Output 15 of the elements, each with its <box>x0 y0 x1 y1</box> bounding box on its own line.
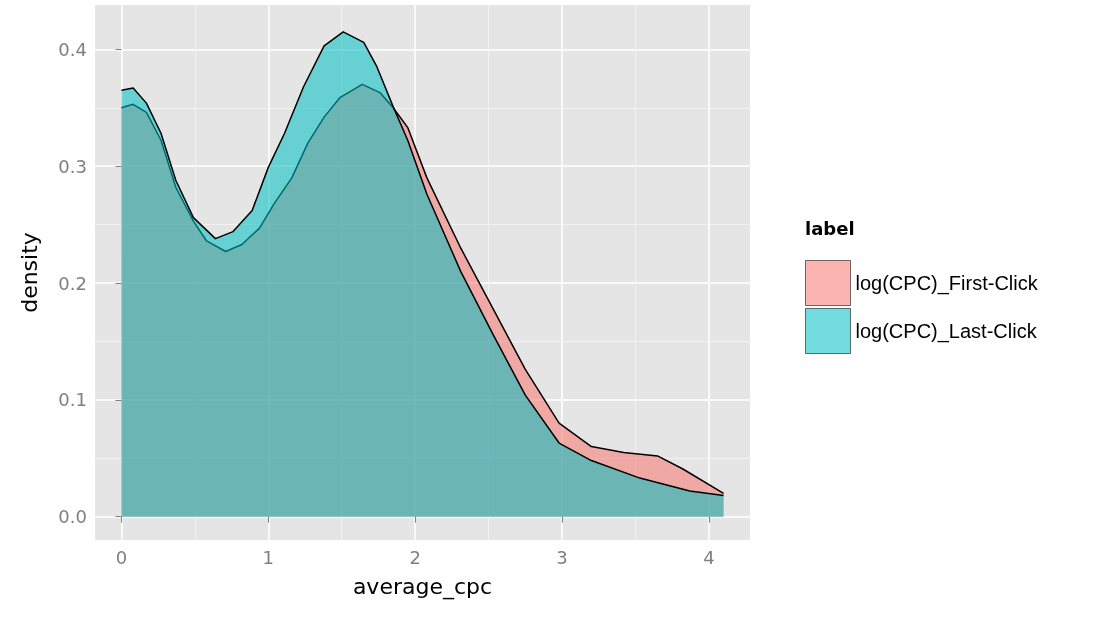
x-tick-label: 4 <box>703 546 715 568</box>
legend-label: log(CPC)_First-Click <box>855 272 1039 295</box>
y-tick-label: 0.4 <box>58 38 87 60</box>
x-tick-label: 3 <box>556 546 568 568</box>
legend-label: log(CPC)_Last-Click <box>855 320 1038 343</box>
x-tick-label: 1 <box>262 546 275 568</box>
y-tick-label: 0.2 <box>58 272 87 294</box>
y-axis-title: density <box>16 232 42 313</box>
y-tick-label: 0.1 <box>58 389 87 411</box>
y-tick-label: 0.0 <box>58 506 87 528</box>
y-tick-label: 0.3 <box>58 155 87 177</box>
x-axis-title: average_cpc <box>352 573 493 600</box>
x-tick-label: 0 <box>115 546 128 568</box>
x-tick-label: 2 <box>409 546 421 568</box>
legend-title: label <box>805 217 855 239</box>
